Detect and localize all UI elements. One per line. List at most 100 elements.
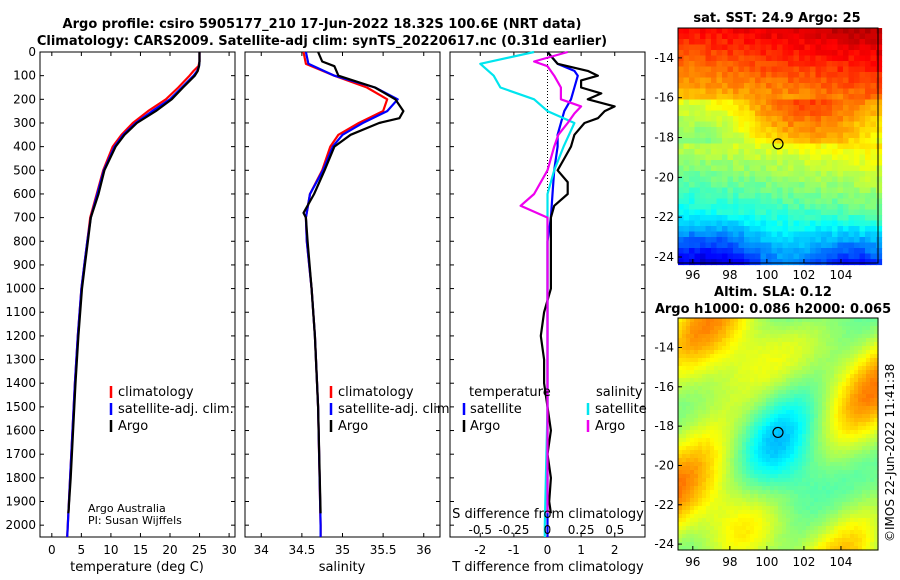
map-cell [859,231,866,238]
map-cell [694,410,699,415]
map-cell [770,326,775,331]
map-cell [865,116,872,123]
map-cell [762,398,767,403]
map-cell [818,422,823,427]
map-cell [686,394,691,399]
map-cell [865,88,872,95]
map-cell [848,154,855,161]
map-cell [718,362,723,367]
map-cell [802,518,807,523]
map-cell [782,462,787,467]
map-cell [749,182,756,189]
map-cell [826,28,833,35]
map-cell [705,121,712,128]
map-cell [678,378,683,383]
map-cell [750,450,755,455]
map-cell [744,44,751,51]
map-cell [694,402,699,407]
map-cell [818,430,823,435]
map-cell [865,127,872,134]
map-cell [706,354,711,359]
map-cell [689,253,696,260]
x-tick-label: 0 [544,543,552,557]
map-cell [786,342,791,347]
map-cell [716,28,723,35]
map-cell [774,366,779,371]
map-cell [755,171,762,178]
map-cell [815,215,822,222]
map-cell [826,61,833,68]
map-cell [705,44,712,51]
map-cell [758,398,763,403]
map-cell [750,414,755,419]
map-cell [716,160,723,167]
map-cell [782,434,787,439]
map-cell [683,105,690,112]
map-cell [804,83,811,90]
map-cell [698,490,703,495]
map-cell [837,138,844,145]
map-cell [777,61,784,68]
map-cell [822,378,827,383]
map-cell [862,354,867,359]
map-cell [722,72,729,79]
map-cell [854,534,859,539]
map-cell [842,518,847,523]
map-cell [774,470,779,475]
map-cell [755,193,762,200]
map-cell [848,121,855,128]
map-cell [706,466,711,471]
map-cell [770,406,775,411]
map-cell [678,198,685,205]
map-cell [799,61,806,68]
map-cell [854,386,859,391]
map-cell [734,498,739,503]
map-cell [876,132,883,139]
map-cell [722,526,727,531]
map-cell [862,518,867,523]
map-cell [686,430,691,435]
map-cell [782,127,789,134]
map-cell [821,110,828,117]
map-cell [730,362,735,367]
map-cell [822,358,827,363]
map-cell [854,143,861,150]
map-cell [843,88,850,95]
map-cell [790,322,795,327]
map-cell [778,422,783,427]
map-cell [822,354,827,359]
map-cell [698,538,703,543]
map-cell [826,402,831,407]
map-cell [854,422,859,427]
map-cell [790,502,795,507]
map-cell [818,334,823,339]
map-cell [794,522,799,527]
map-cell [786,382,791,387]
map-cell [749,165,756,172]
map-cell [678,362,683,367]
map-cell [876,231,883,238]
map-cell [722,450,727,455]
map-cell [730,450,735,455]
map-cell [815,253,822,260]
map-cell [694,33,701,40]
map-cell [814,422,819,427]
map-cell [689,231,696,238]
map-cell [722,99,729,106]
map-cell [830,442,835,447]
map-cell [866,486,871,491]
map-cell [870,226,877,233]
map-cell [810,506,815,511]
map-cell [838,410,843,415]
map-cell [738,110,745,117]
map-cell [766,390,771,395]
y-tick-label: 1600 [5,424,36,438]
map-cell [706,358,711,363]
map-cell [876,220,883,227]
map-cell [726,510,731,515]
map-cell [702,482,707,487]
map-cell [682,406,687,411]
map-cell [777,193,784,200]
map-cell [818,494,823,499]
map-cell [843,154,850,161]
